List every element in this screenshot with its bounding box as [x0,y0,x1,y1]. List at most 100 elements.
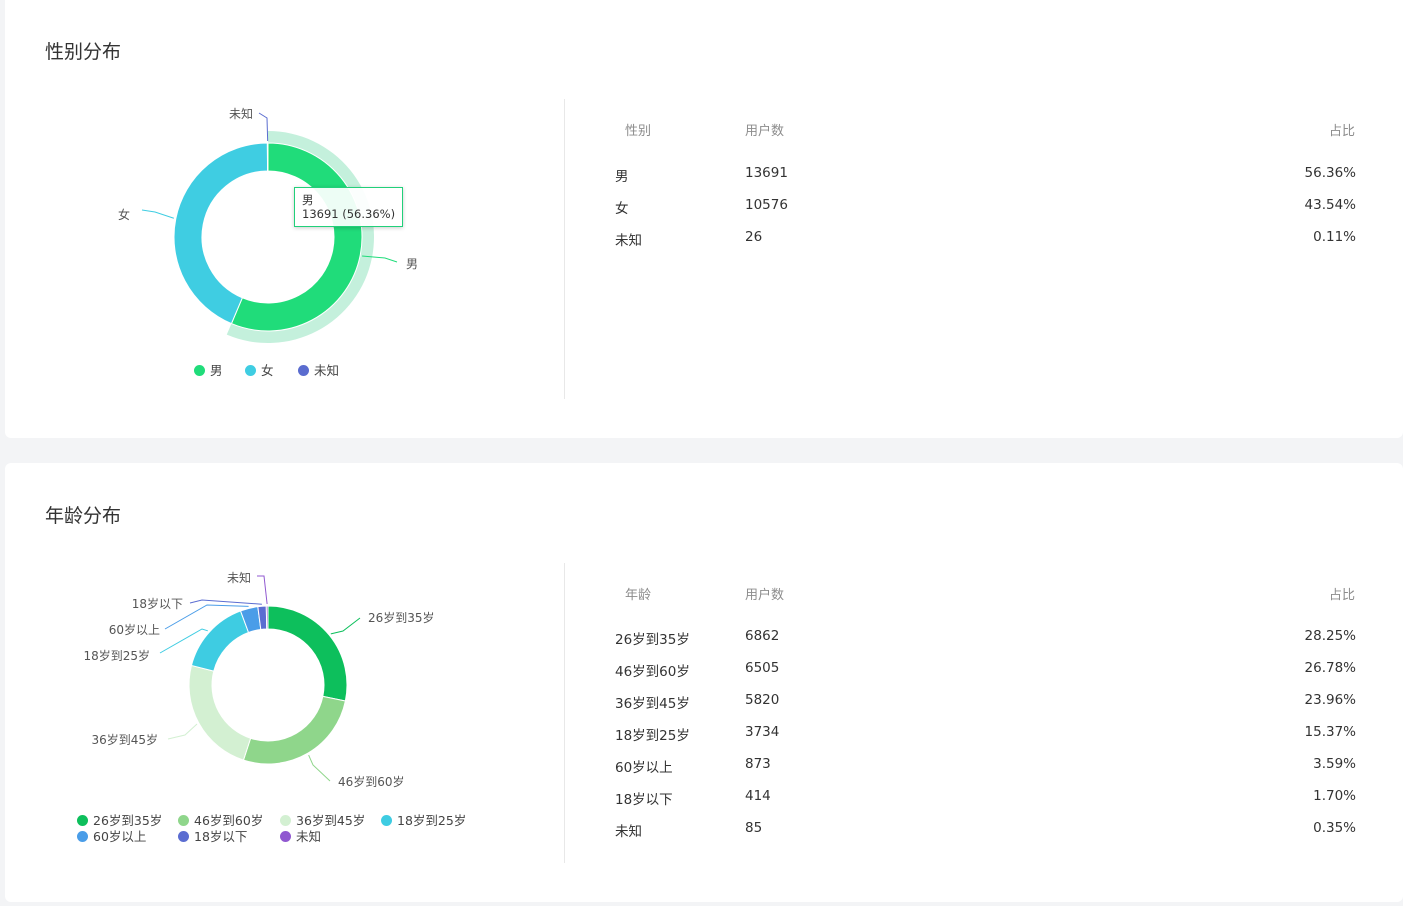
cell-users: 414 [745,788,771,804]
cell-ratio: 0.35% [1313,820,1356,836]
cell-users: 10576 [745,197,788,213]
cell-ratio: 3.59% [1313,756,1356,772]
legend-item[interactable]: 18岁到25岁 [381,810,466,829]
legend-dot-icon [280,815,291,826]
cell-users: 873 [745,756,771,772]
slice-label: 26岁到35岁 [368,610,435,625]
legend-label: 46岁到60岁 [194,813,264,828]
legend-item[interactable]: 60岁以上 [77,826,146,845]
legend-label: 未知 [314,363,340,378]
tooltip-value: 13691 (56.36%) [302,207,396,221]
divider [564,563,565,863]
divider [564,99,565,399]
leader-line [362,255,398,263]
cell-users: 3734 [745,724,780,740]
slice-label: 女 [118,207,130,222]
cell-users: 6862 [745,628,780,644]
th-age: 年龄 [625,588,652,603]
slice-1[interactable] [242,695,346,765]
gender-title: 性别分布 [45,41,122,63]
leader-line [164,604,249,630]
cell-ratio: 26.78% [1304,660,1356,676]
legend-label: 26岁到35岁 [93,813,163,828]
slice-3[interactable] [190,610,250,672]
th-ratio: 占比 [1328,124,1355,139]
legend-item[interactable]: 男 [194,360,223,379]
legend-dot-icon [298,365,309,376]
slice-2[interactable] [266,142,269,172]
slice-0[interactable] [267,605,348,702]
slice-2[interactable] [188,664,252,761]
cell-users: 26 [745,229,763,245]
leader-line [257,575,268,605]
age-card: 年龄分布 26岁到35岁 46岁到60岁 36岁到45岁 18岁到25岁 60岁以上 18… [5,463,1403,902]
legend-label: 男 [210,363,223,378]
cell-name: 18岁到25岁 [615,728,690,744]
slice-label: 18岁以下 [132,596,183,611]
slice-label: 36岁到45岁 [91,732,158,747]
legend-item[interactable]: 18岁以下 [178,826,247,845]
legend-dot-icon [77,815,88,826]
cell-name: 26岁到35岁 [615,632,690,648]
cell-ratio: 1.70% [1313,788,1356,804]
leader-line [308,754,331,782]
cell-name: 女 [615,201,629,217]
gender-tooltip: 男 13691 (56.36%) [294,187,404,227]
legend-dot-icon [194,365,205,376]
cell-ratio: 28.25% [1304,628,1356,644]
legend-dot-icon [245,365,256,376]
cell-name: 未知 [615,233,642,249]
age-title: 年龄分布 [45,505,122,527]
cell-users: 6505 [745,660,780,676]
legend-dot-icon [77,831,88,842]
slice-1[interactable] [173,142,269,325]
tooltip-name: 男 [302,193,314,207]
th-ratio: 占比 [1328,588,1355,603]
legend-label: 36岁到45岁 [296,813,366,828]
cell-ratio: 23.96% [1304,692,1356,708]
gender-card: 性别分布 男女未知 男 13691 (56.36%) 男女未知 性别 用户数 占… [5,0,1403,438]
cell-name: 60岁以上 [615,760,673,776]
slice-label: 未知 [229,107,253,121]
legend-label: 18岁以下 [194,829,248,844]
legend-item[interactable]: 36岁到45岁 [280,810,365,829]
cell-ratio: 15.37% [1304,724,1356,740]
legend-item[interactable]: 46岁到60岁 [178,810,263,829]
legend-dot-icon [280,831,291,842]
legend-item[interactable]: 26岁到35岁 [77,810,162,829]
legend-dot-icon [178,831,189,842]
cell-name: 未知 [615,824,642,840]
slice-label: 18岁到25岁 [83,648,150,663]
slice-label: 男 [406,257,418,271]
slice-6[interactable] [265,605,269,630]
legend-item[interactable]: 女 [245,360,274,379]
leader-line [141,209,175,219]
legend-label: 未知 [296,829,322,844]
legend-label: 女 [261,363,274,378]
cell-ratio: 0.11% [1313,229,1356,245]
leader-line [159,628,208,654]
cell-users: 5820 [745,692,780,708]
legend-dot-icon [178,815,189,826]
leader-line [330,617,361,635]
cell-name: 18岁以下 [615,792,673,808]
leader-line [258,112,269,142]
leader-line [167,723,198,740]
legend-label: 18岁到25岁 [397,813,467,828]
legend-label: 60岁以上 [93,829,147,844]
slice-label: 46岁到60岁 [338,774,405,789]
cell-users: 85 [745,820,763,836]
legend-dot-icon [381,815,392,826]
cell-name: 男 [615,169,629,185]
cell-ratio: 56.36% [1304,165,1356,181]
cell-name: 46岁到60岁 [615,664,690,680]
legend-item[interactable]: 未知 [280,826,321,845]
slice-label: 60岁以上 [109,622,160,637]
slice-label: 未知 [227,571,251,585]
legend-item[interactable]: 未知 [298,360,339,379]
leader-line [189,599,262,605]
th-gender: 性别 [625,124,652,139]
cell-users: 13691 [745,165,788,181]
